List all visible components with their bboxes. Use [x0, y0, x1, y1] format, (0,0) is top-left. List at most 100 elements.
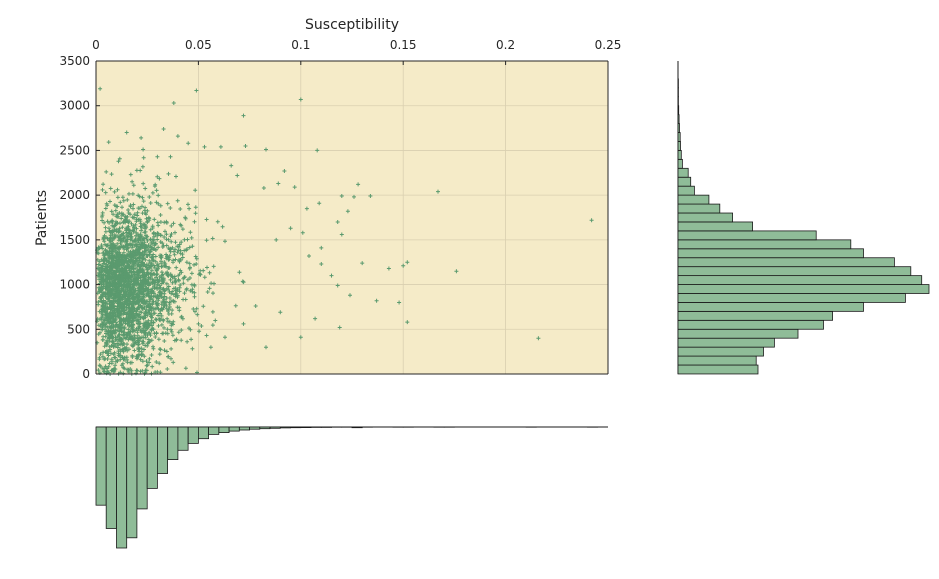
scatter-point — [153, 317, 158, 322]
scatter-point — [114, 260, 119, 265]
scatter-point — [154, 272, 159, 277]
scatter-point — [155, 220, 160, 225]
y-hist-bar — [677, 275, 923, 285]
scatter-point — [143, 309, 148, 314]
scatter-point — [120, 205, 124, 210]
scatter-point — [115, 187, 120, 192]
scatter-point — [127, 252, 132, 257]
scatter-point — [155, 237, 160, 242]
scatter-point — [126, 224, 131, 229]
scatter-point — [193, 309, 197, 314]
scatter-point — [115, 345, 120, 350]
scatter-point — [168, 277, 173, 282]
scatter-point — [157, 361, 162, 366]
scatter-point — [157, 176, 162, 181]
y-tick-label: 1000 — [59, 278, 90, 292]
scatter-point — [131, 229, 136, 234]
scatter-point — [153, 293, 158, 298]
scatter-point — [201, 304, 206, 309]
scatter-point — [169, 346, 174, 351]
scatter-point — [136, 327, 141, 331]
y-marginal-histogram — [677, 61, 930, 375]
scatter-point — [141, 155, 146, 160]
scatter-point — [129, 323, 134, 327]
scatter-point — [141, 278, 146, 283]
y-hist-bar — [677, 302, 864, 312]
scatter-point — [102, 268, 107, 273]
scatter-point — [97, 363, 102, 368]
scatter-point — [159, 278, 164, 282]
scatter-point — [137, 242, 142, 247]
scatter-point — [129, 334, 134, 339]
scatter-point — [143, 248, 148, 253]
scatter-point — [155, 282, 160, 287]
scatter-point — [348, 293, 352, 298]
scatter-point — [159, 261, 164, 266]
scatter-point — [142, 236, 147, 241]
scatter-point — [208, 345, 213, 350]
scatter-point — [101, 322, 106, 327]
scatter-point — [243, 144, 248, 148]
scatter-point — [210, 236, 215, 241]
scatter-point — [120, 239, 125, 244]
x-hist-bar — [136, 426, 148, 510]
scatter-point — [274, 237, 279, 242]
x-hist-bar — [126, 426, 138, 539]
scatter-point — [139, 299, 144, 304]
scatter-point — [162, 303, 166, 308]
scatter-point — [148, 227, 153, 232]
scatter-point — [241, 280, 246, 285]
scatter-point — [100, 338, 105, 342]
scatter-point — [136, 305, 141, 310]
scatter-point — [165, 316, 170, 321]
y-tick-label: 3000 — [59, 99, 90, 113]
scatter-point — [337, 325, 342, 330]
x-hist-bar — [187, 426, 199, 444]
scatter-point — [149, 268, 154, 273]
scatter-point — [107, 245, 112, 250]
y-hist-bar — [677, 230, 817, 241]
scatter-point — [145, 271, 150, 275]
scatter-point — [115, 204, 120, 209]
scatter-point — [173, 230, 177, 235]
scatter-point — [154, 331, 159, 336]
scatter-point — [118, 292, 122, 296]
scatter-point — [154, 301, 159, 306]
scatter-point — [178, 268, 183, 273]
scatter-point — [143, 186, 148, 191]
scatter-point — [164, 256, 169, 261]
scatter-point — [110, 368, 115, 373]
scatter-point — [109, 209, 114, 214]
x-hist-bar — [249, 426, 261, 430]
scatter-point — [292, 185, 297, 190]
scatter-point — [110, 268, 115, 273]
scatter-point — [161, 280, 166, 285]
scatter-point — [352, 194, 356, 199]
scatter-point — [166, 171, 171, 176]
scatter-point — [105, 258, 110, 263]
scatter-point — [121, 198, 126, 203]
scatter-point — [181, 281, 186, 286]
scatter-point — [589, 218, 594, 223]
scatter-point — [168, 246, 173, 251]
scatter-point — [112, 366, 117, 371]
scatter-point — [150, 315, 154, 320]
scatter-point — [124, 284, 129, 289]
scatter-point — [149, 338, 154, 343]
scatter-point — [185, 277, 190, 282]
scatter-point — [141, 199, 146, 204]
scatter-point — [179, 328, 184, 333]
scatter-point — [127, 259, 132, 264]
scatter-point — [190, 287, 195, 292]
scatter-point — [165, 201, 170, 206]
scatter-point — [101, 182, 106, 187]
scatter-point — [237, 270, 242, 275]
scatter-point — [261, 186, 266, 190]
scatter-point — [207, 286, 212, 291]
scatter-point — [172, 252, 177, 257]
scatter-point — [193, 254, 198, 259]
scatter-point — [113, 280, 118, 285]
scatter-point — [147, 252, 152, 257]
scatter-point — [108, 235, 113, 240]
scatter-point — [145, 341, 150, 346]
